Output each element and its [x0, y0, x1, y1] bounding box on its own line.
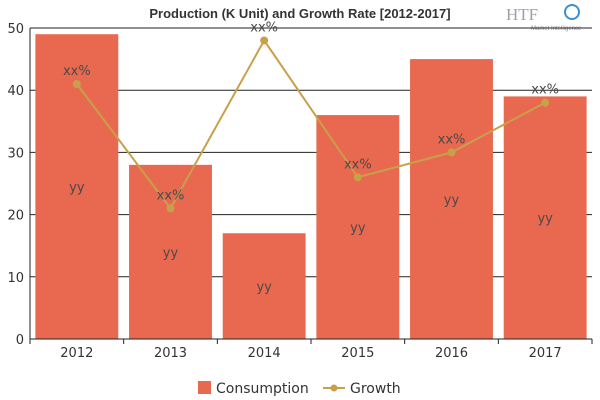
- brand-logo: HTF Market Intelligence: [506, 4, 582, 32]
- chart-title: Production (K Unit) and Growth Rate [201…: [149, 6, 450, 21]
- growth-point: [72, 79, 81, 88]
- logo-globe-icon: [564, 4, 580, 20]
- x-tick-label: 2017: [529, 346, 562, 361]
- logo-text: HTF: [506, 5, 538, 24]
- y-tick-label: 30: [7, 146, 24, 161]
- gridlines: [30, 27, 592, 278]
- growth-data-label: xx%: [250, 20, 278, 35]
- growth-data-label: xx%: [157, 188, 185, 203]
- x-tick-label: 2014: [248, 346, 281, 361]
- bar-data-label: yy: [69, 181, 85, 196]
- growth-data-label: xx%: [531, 83, 559, 98]
- legend-consumption-swatch: [198, 381, 211, 394]
- legend: Consumption Growth: [198, 381, 401, 397]
- bar-labels: yy yy yy yy yy yy: [69, 181, 553, 296]
- growth-point: [166, 204, 175, 213]
- growth-data-label: xx%: [344, 157, 372, 172]
- bar-data-label: yy: [444, 193, 460, 208]
- growth-data-label: xx%: [438, 132, 466, 147]
- growth-point: [541, 98, 550, 107]
- bar: [316, 115, 400, 339]
- growth-line: [76, 38, 546, 211]
- x-tick-label: 2015: [341, 346, 374, 361]
- axes: 0 10 20 30 40 50 2012 2013 2014 2015 2016 2017: [7, 22, 593, 361]
- x-tick-label: 2012: [60, 346, 93, 361]
- bar-data-label: yy: [350, 221, 366, 236]
- logo-subtitle: Market Intelligence: [531, 26, 582, 32]
- legend-growth-marker: [330, 384, 338, 392]
- bar: [222, 233, 306, 339]
- bar-data-label: yy: [537, 212, 553, 227]
- legend-growth-label: Growth: [350, 381, 401, 397]
- line-series: [72, 36, 550, 213]
- y-tick-label: 10: [7, 271, 24, 286]
- growth-point: [353, 173, 362, 182]
- growth-point: [260, 36, 269, 45]
- bar-data-label: yy: [256, 280, 272, 295]
- legend-consumption-label: Consumption: [216, 381, 309, 397]
- bar-series: [35, 34, 587, 339]
- bar: [503, 96, 587, 339]
- y-tick-label: 50: [7, 22, 24, 37]
- x-tick-label: 2016: [435, 346, 468, 361]
- bar-data-label: yy: [163, 246, 179, 261]
- y-tick-label: 20: [7, 209, 24, 224]
- line-labels: xx% xx% xx% xx% xx% xx%: [63, 20, 559, 203]
- x-tick-label: 2013: [154, 346, 187, 361]
- y-tick-label: 0: [16, 333, 24, 348]
- bar: [129, 164, 212, 339]
- growth-data-label: xx%: [63, 64, 91, 79]
- bar: [410, 59, 493, 339]
- growth-point: [447, 148, 456, 157]
- y-tick-label: 40: [7, 84, 24, 99]
